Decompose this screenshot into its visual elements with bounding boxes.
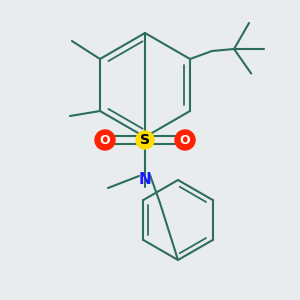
Text: O: O	[100, 134, 110, 146]
Text: O: O	[180, 134, 190, 146]
Circle shape	[95, 130, 115, 150]
Text: S: S	[140, 133, 150, 147]
Text: N: N	[139, 172, 152, 188]
Circle shape	[175, 130, 195, 150]
Circle shape	[136, 131, 154, 149]
